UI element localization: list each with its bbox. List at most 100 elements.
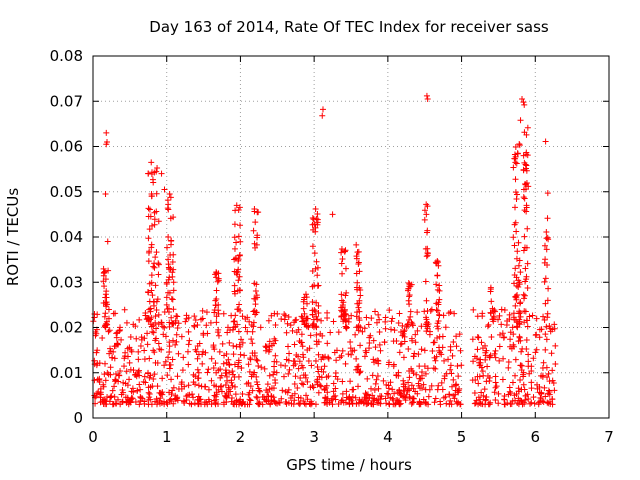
data-point — [523, 208, 530, 215]
data-point — [149, 292, 156, 299]
data-point — [251, 280, 258, 287]
data-point — [478, 389, 485, 396]
data-point — [256, 388, 263, 395]
data-point — [491, 389, 498, 396]
data-point — [524, 285, 531, 292]
data-point — [263, 398, 270, 405]
data-point — [281, 316, 288, 323]
data-point — [396, 310, 403, 317]
data-point — [157, 395, 164, 402]
data-point — [325, 355, 332, 362]
data-point — [101, 268, 108, 275]
data-point — [295, 365, 302, 372]
data-point — [484, 363, 491, 370]
data-point — [255, 400, 261, 407]
data-point — [433, 307, 440, 314]
data-point — [198, 401, 205, 408]
data-point — [452, 391, 459, 398]
data-point — [145, 213, 152, 220]
data-point — [385, 391, 392, 398]
data-point — [314, 376, 321, 383]
data-point — [328, 397, 335, 404]
data-point — [202, 349, 209, 356]
data-point — [376, 316, 383, 323]
data-point — [313, 324, 320, 331]
data-point — [233, 343, 240, 350]
data-point — [414, 309, 421, 316]
data-point — [146, 390, 153, 397]
data-point — [183, 396, 190, 403]
data-point — [340, 311, 347, 318]
data-point — [458, 362, 465, 369]
data-point — [391, 327, 398, 334]
data-point — [512, 219, 519, 226]
data-point — [495, 400, 502, 407]
data-point — [105, 328, 112, 335]
data-point — [249, 340, 256, 347]
data-point — [231, 288, 238, 295]
data-point — [107, 394, 114, 401]
data-point — [408, 382, 415, 389]
data-point — [185, 341, 192, 348]
data-point — [158, 170, 165, 177]
data-point — [521, 233, 528, 240]
data-point — [354, 249, 361, 256]
data-point — [116, 327, 123, 334]
data-point — [141, 356, 148, 363]
data-point — [540, 359, 547, 366]
data-point — [544, 297, 551, 304]
data-point — [287, 322, 294, 329]
data-point — [424, 308, 431, 315]
data-point — [198, 316, 205, 323]
data-point — [204, 330, 211, 337]
data-point — [498, 321, 505, 328]
data-point — [543, 235, 550, 242]
data-point — [247, 383, 254, 390]
data-point — [488, 333, 495, 340]
data-point — [94, 360, 101, 367]
data-point — [270, 371, 277, 378]
data-point — [438, 351, 445, 358]
y-tick-label: 0.04 — [50, 228, 83, 246]
data-point — [521, 319, 528, 326]
data-point — [235, 357, 242, 364]
data-point — [361, 353, 368, 360]
data-point — [300, 305, 307, 312]
y-tick-label: 0.03 — [50, 273, 83, 291]
data-point — [248, 373, 255, 380]
data-point — [338, 352, 345, 359]
data-point — [153, 325, 160, 332]
data-point — [511, 280, 518, 287]
data-point — [228, 394, 235, 401]
data-point — [353, 270, 360, 277]
data-point — [407, 308, 414, 315]
data-point — [525, 363, 532, 370]
data-point — [525, 396, 532, 403]
data-point — [127, 334, 134, 341]
data-point — [166, 191, 173, 198]
data-point — [422, 370, 429, 377]
data-point — [115, 372, 122, 379]
data-point — [148, 244, 155, 251]
data-point — [102, 324, 109, 331]
data-point — [524, 317, 531, 324]
data-point — [544, 215, 551, 222]
data-point — [298, 339, 305, 346]
y-tick-label: 0.07 — [50, 92, 83, 110]
data-point — [516, 308, 523, 315]
data-point — [532, 349, 539, 356]
data-point — [522, 265, 529, 272]
data-point — [169, 337, 176, 344]
data-point — [150, 322, 157, 329]
data-point — [507, 401, 514, 408]
data-point — [234, 363, 241, 370]
data-point — [496, 312, 503, 319]
data-point — [355, 260, 362, 267]
data-point — [309, 382, 316, 389]
data-point — [174, 373, 181, 380]
data-point — [474, 313, 481, 320]
data-point — [544, 261, 551, 268]
data-point — [387, 326, 394, 333]
data-point — [213, 369, 220, 376]
